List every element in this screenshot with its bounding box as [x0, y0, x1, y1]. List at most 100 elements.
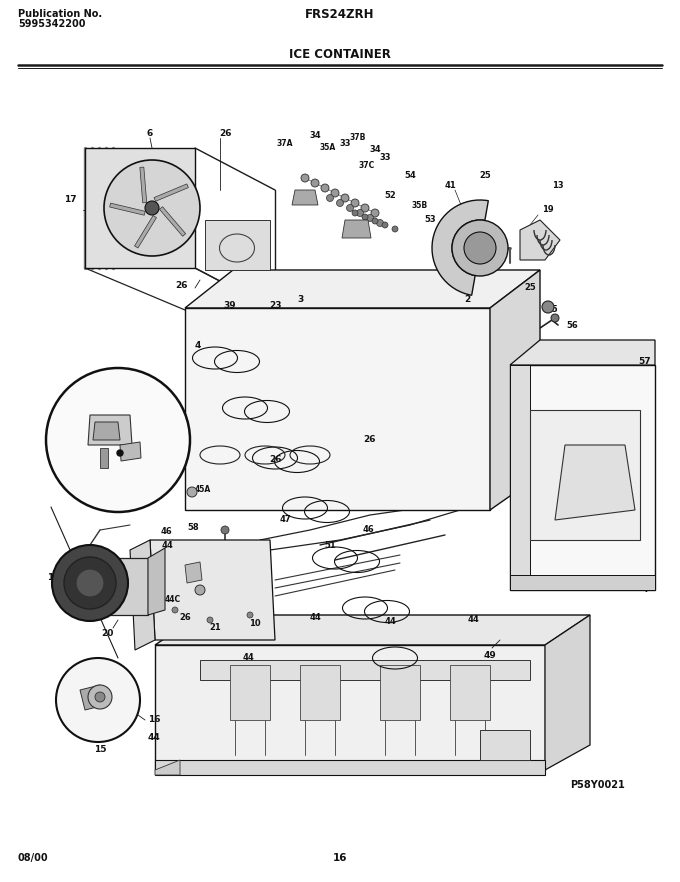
Text: 19: 19: [542, 206, 554, 214]
Polygon shape: [300, 665, 340, 720]
Polygon shape: [130, 540, 155, 650]
Text: P58Y0021: P58Y0021: [570, 780, 625, 790]
Circle shape: [104, 160, 200, 256]
Text: 26: 26: [219, 129, 231, 138]
Polygon shape: [510, 340, 655, 365]
Circle shape: [88, 685, 112, 709]
Circle shape: [452, 220, 508, 276]
Polygon shape: [88, 415, 132, 445]
Text: 5995342200: 5995342200: [18, 19, 86, 29]
Text: 33: 33: [379, 153, 391, 162]
Text: 46: 46: [362, 526, 374, 534]
Polygon shape: [185, 562, 202, 583]
Polygon shape: [380, 665, 420, 720]
Polygon shape: [200, 660, 530, 680]
Text: 37B: 37B: [350, 133, 367, 143]
Text: 56: 56: [566, 320, 578, 330]
Text: 13: 13: [552, 181, 564, 190]
Text: 16: 16: [148, 715, 160, 724]
Text: 51: 51: [324, 541, 336, 549]
Polygon shape: [342, 220, 371, 238]
Text: 2: 2: [464, 295, 470, 304]
FancyArrow shape: [154, 184, 188, 201]
Text: 44: 44: [162, 541, 174, 549]
Text: 35B: 35B: [412, 200, 428, 210]
Polygon shape: [480, 730, 530, 760]
Circle shape: [95, 692, 105, 702]
Polygon shape: [150, 540, 275, 640]
Text: 6: 6: [147, 129, 153, 138]
Polygon shape: [555, 445, 635, 520]
Circle shape: [247, 612, 253, 618]
FancyArrow shape: [140, 167, 147, 203]
Text: 26: 26: [364, 436, 376, 445]
Circle shape: [377, 220, 384, 227]
Text: 45C: 45C: [75, 403, 91, 413]
Text: FRS24ZRH: FRS24ZRH: [305, 8, 375, 20]
Circle shape: [352, 210, 358, 216]
Text: 53: 53: [424, 215, 436, 225]
Text: 55: 55: [546, 305, 558, 315]
Text: 7: 7: [643, 586, 649, 594]
Text: 37C: 37C: [359, 161, 375, 169]
Polygon shape: [80, 685, 105, 710]
FancyArrow shape: [109, 203, 146, 215]
Circle shape: [392, 226, 398, 232]
Text: 25: 25: [524, 283, 536, 293]
Circle shape: [372, 218, 378, 224]
Text: 15: 15: [94, 745, 106, 754]
Text: 23: 23: [269, 301, 282, 310]
Text: 41: 41: [444, 181, 456, 190]
Polygon shape: [230, 665, 270, 720]
Text: 58: 58: [187, 524, 199, 533]
Circle shape: [46, 368, 190, 512]
Polygon shape: [110, 558, 148, 615]
Circle shape: [187, 487, 197, 497]
Circle shape: [172, 607, 178, 613]
Circle shape: [551, 314, 559, 322]
Polygon shape: [520, 220, 560, 260]
Text: 45B: 45B: [138, 445, 154, 454]
Circle shape: [464, 232, 496, 264]
Text: 10: 10: [249, 618, 261, 627]
Text: 26: 26: [179, 614, 191, 623]
Text: 17: 17: [64, 196, 76, 205]
Text: Publication No.: Publication No.: [18, 9, 102, 19]
Text: 44: 44: [309, 614, 321, 623]
Circle shape: [367, 214, 373, 221]
Text: 33: 33: [339, 138, 351, 147]
Text: 3: 3: [297, 295, 303, 304]
Text: 54: 54: [404, 170, 416, 180]
Text: 44: 44: [384, 617, 396, 626]
Circle shape: [207, 617, 213, 623]
Circle shape: [326, 195, 333, 201]
Polygon shape: [450, 665, 490, 720]
Circle shape: [301, 174, 309, 182]
Text: 46: 46: [160, 527, 172, 536]
Polygon shape: [155, 645, 545, 770]
Circle shape: [382, 222, 388, 228]
Text: 49: 49: [483, 651, 496, 660]
Circle shape: [371, 209, 379, 217]
Text: 34: 34: [369, 146, 381, 154]
Wedge shape: [432, 200, 488, 295]
Polygon shape: [292, 190, 318, 205]
Polygon shape: [155, 760, 545, 775]
Circle shape: [64, 557, 116, 609]
Text: 20: 20: [101, 629, 113, 638]
Text: 50: 50: [69, 460, 81, 469]
Text: 52: 52: [384, 191, 396, 199]
Polygon shape: [85, 148, 195, 268]
Circle shape: [311, 179, 319, 187]
Text: 44C: 44C: [165, 595, 181, 604]
Polygon shape: [205, 220, 270, 270]
Text: 21: 21: [209, 624, 221, 632]
Text: 44: 44: [467, 616, 479, 624]
Circle shape: [347, 205, 354, 212]
Polygon shape: [148, 548, 165, 615]
Polygon shape: [185, 308, 490, 510]
FancyArrow shape: [160, 206, 186, 236]
Polygon shape: [93, 422, 120, 440]
Text: 45: 45: [77, 380, 89, 390]
Text: 34: 34: [309, 131, 321, 139]
